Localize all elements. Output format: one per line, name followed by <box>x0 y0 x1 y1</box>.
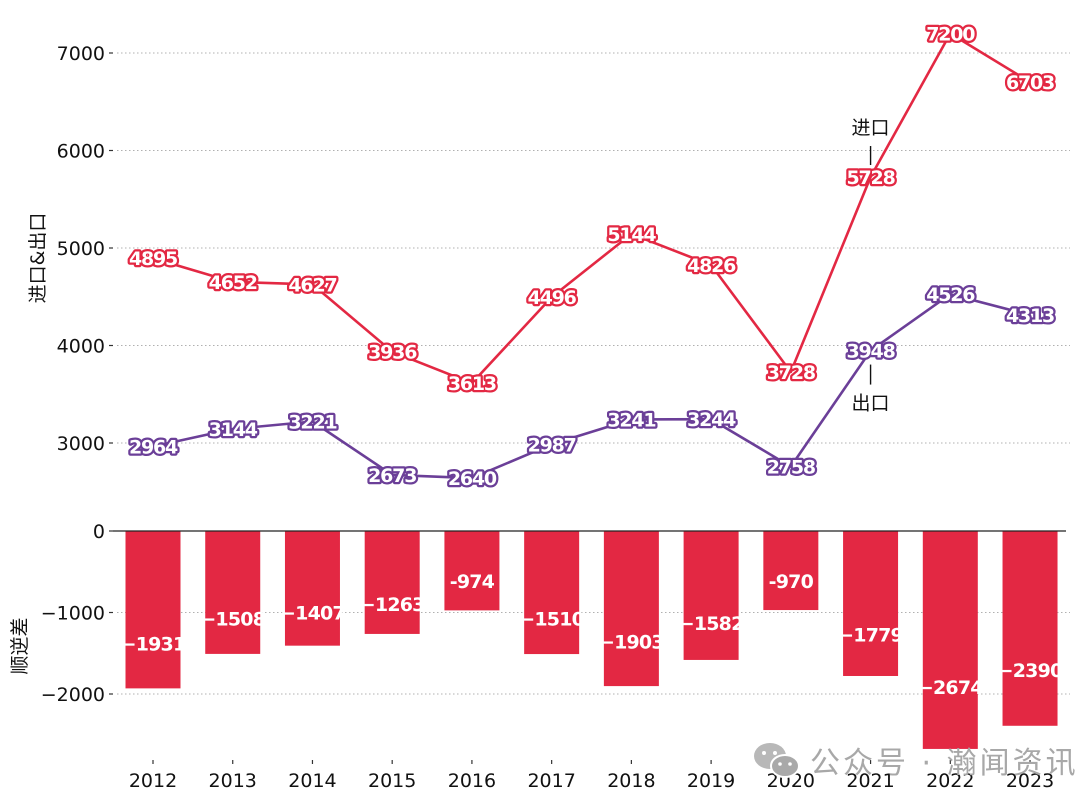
export-value-label: 2673 <box>368 465 416 487</box>
x-tick-label: 2021 <box>846 770 894 792</box>
x-tick-label: 2012 <box>129 770 177 792</box>
balance-bar <box>444 531 500 611</box>
balance-bar <box>125 531 181 689</box>
line-series <box>152 32 1031 480</box>
import-value-label: 5144 <box>607 224 656 246</box>
export-value-label: 2640 <box>448 468 497 490</box>
export-value-label: 2987 <box>528 434 576 456</box>
top-y-axis-title: 进口&出口 <box>27 213 49 304</box>
import-value-label: 3936 <box>368 342 417 364</box>
balance-bar <box>364 531 420 634</box>
bottom-y-tick-label: 0 <box>93 521 105 543</box>
x-tick-label: 2018 <box>607 770 655 792</box>
bar-value-labels: −1931 −1508 −1407 −1263 -974 −1510 −1903 −1582 -… <box>121 571 1064 699</box>
export-value-label: 4526 <box>926 284 975 306</box>
x-tick-label: 2017 <box>527 770 575 792</box>
import-value-label: 7200 <box>926 24 975 46</box>
export-line <box>152 292 1031 480</box>
export-value-label: 3948 <box>847 341 896 363</box>
balance-bar <box>763 531 819 611</box>
bar-value-label: -974 <box>450 571 495 593</box>
export-value-label: 3241 <box>607 410 655 432</box>
bar-value-label: −1508 <box>200 609 265 631</box>
export-value-label: 3244 <box>687 409 736 431</box>
balance-bar <box>843 531 899 676</box>
bottom-y-axis: 0 −1000 −2000 <box>41 521 113 706</box>
import-value-label: 4652 <box>209 272 257 294</box>
export-value-label: 2758 <box>767 457 816 479</box>
bottom-y-tick-label: −2000 <box>41 684 105 706</box>
import-value-label: 5728 <box>847 167 896 189</box>
point-value-labels: 4895 4652 4627 3936 3613 4496 5144 4826 3728 5728… <box>127 21 1058 492</box>
bottom-gridlines <box>117 612 1070 695</box>
import-value-label: 4895 <box>129 248 177 270</box>
balance-bars <box>125 531 1058 749</box>
bar-value-label: −2390 <box>998 660 1063 682</box>
watermark: 公众号 · 瀚闻资讯 <box>752 738 1079 782</box>
balance-bar <box>1002 531 1058 726</box>
import-value-label: 4496 <box>528 287 577 309</box>
import-annotation-label: 进口 <box>852 117 890 139</box>
export-value-label: 3221 <box>288 411 336 433</box>
export-annotation-label: 出口 <box>852 393 890 415</box>
balance-bar <box>683 531 739 660</box>
top-y-tick-label: 6000 <box>57 141 105 163</box>
bottom-y-tick-label: −1000 <box>41 603 105 625</box>
x-axis: 2012 2013 2014 2015 2016 2017 2018 2019 2020 2021… <box>129 760 1054 792</box>
import-value-label: 4826 <box>687 255 736 277</box>
bar-value-label: −1931 <box>121 633 186 655</box>
top-gridlines <box>117 52 1070 444</box>
bar-value-label: −2674 <box>918 677 983 699</box>
top-y-tick-label: 4000 <box>57 336 105 358</box>
export-value-label: 2964 <box>129 437 178 459</box>
balance-bar <box>205 531 261 654</box>
x-tick-label: 2014 <box>288 770 336 792</box>
top-y-tick-label: 3000 <box>57 433 105 455</box>
bar-value-label: −1779 <box>838 624 903 646</box>
import-value-label: 4627 <box>288 274 336 296</box>
x-tick-label: 2016 <box>448 770 496 792</box>
bar-value-label: −1582 <box>679 613 744 635</box>
bar-value-label: −1903 <box>599 632 664 654</box>
bottom-y-axis-title: 顺逆差 <box>9 617 31 674</box>
top-y-tick-label: 7000 <box>57 43 105 65</box>
import-line <box>152 32 1031 385</box>
import-value-label: 3728 <box>767 362 816 384</box>
top-y-tick-label: 5000 <box>57 238 105 260</box>
import-value-label: 6703 <box>1006 72 1054 94</box>
balance-bar <box>284 531 340 646</box>
balance-bar <box>603 531 659 687</box>
wechat-icon <box>754 743 800 778</box>
bar-value-label: -970 <box>769 571 814 593</box>
x-tick-label: 2019 <box>687 770 735 792</box>
x-tick-label: 2023 <box>1006 770 1054 792</box>
top-y-axis: 3000 4000 5000 6000 7000 <box>57 43 113 455</box>
export-value-label: 4313 <box>1006 305 1054 327</box>
watermark-text: 公众号 · 瀚闻资讯 <box>810 746 1079 781</box>
balance-bar <box>524 531 580 655</box>
balance-bar <box>922 531 978 749</box>
x-tick-label: 2022 <box>926 770 974 792</box>
bar-value-label: −1510 <box>519 609 584 631</box>
x-tick-label: 2015 <box>368 770 416 792</box>
import-value-label: 3613 <box>448 373 496 395</box>
bar-value-label: −1263 <box>360 594 425 616</box>
export-value-label: 3144 <box>209 419 258 441</box>
x-tick-label: 2013 <box>209 770 257 792</box>
bar-value-label: −1407 <box>280 603 345 625</box>
